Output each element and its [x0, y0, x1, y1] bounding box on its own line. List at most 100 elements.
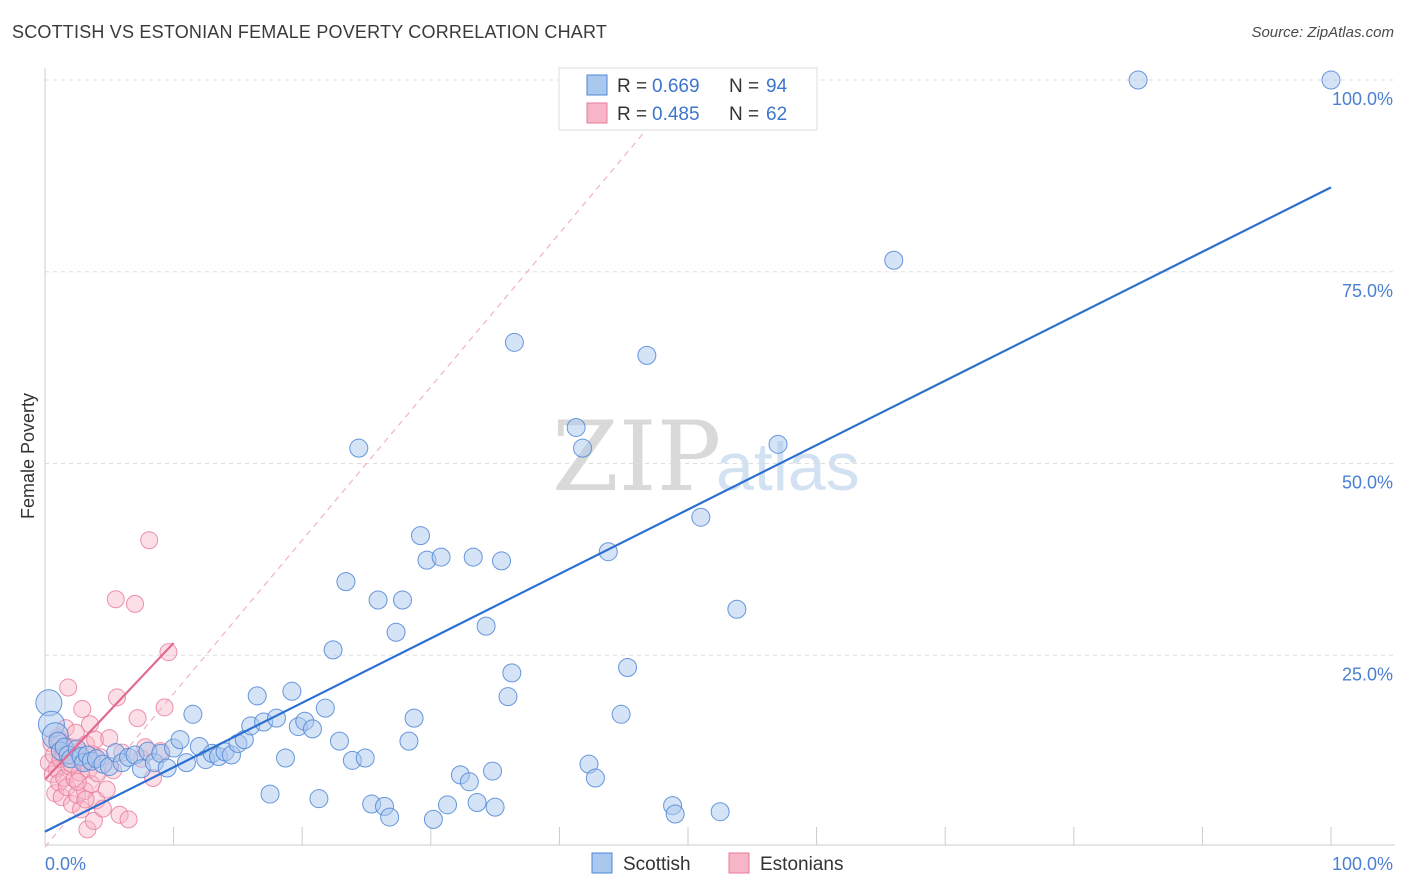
legend-n-label-1: N =: [729, 76, 759, 97]
correlation-legend: R = 0.669 N = 94 R = 0.485 N = 62: [558, 67, 818, 131]
scottish-point: [585, 768, 605, 788]
scottish-point: [309, 789, 329, 809]
scottish-point: [329, 731, 349, 751]
y-tick-label: 50.0%: [1342, 473, 1393, 493]
legend-swatch-estonian: [586, 102, 608, 124]
scottish-point: [411, 526, 431, 546]
legend-n-value-1: 94: [766, 76, 788, 97]
estonian-point: [119, 810, 138, 829]
scottish-point: [176, 753, 196, 773]
legend-swatch-scottish: [586, 74, 608, 96]
series-swatch-scottish: [591, 852, 613, 874]
estonian-point: [126, 594, 145, 613]
estonian-point: [159, 643, 178, 662]
y-tick-label: 25.0%: [1342, 664, 1393, 684]
scottish-point: [431, 547, 451, 567]
estonian-point: [84, 811, 103, 830]
watermark-atlas: atlas: [716, 429, 860, 505]
scottish-point: [260, 784, 280, 804]
series-swatch-estonian: [728, 852, 750, 874]
scottish-point: [566, 417, 586, 437]
scottish-point: [423, 809, 443, 829]
scottish-point: [502, 663, 522, 683]
estonian-point: [110, 805, 129, 824]
scottish-point: [504, 332, 524, 352]
y-tick-label: 100.0%: [1332, 89, 1393, 109]
scottish-point: [399, 731, 419, 751]
scottish-point: [1128, 70, 1148, 90]
legend-r-label-2: R =: [617, 104, 647, 125]
scottish-point: [183, 704, 203, 724]
scottish-point: [336, 572, 356, 592]
scottish-point: [467, 793, 487, 813]
scottish-point: [492, 551, 512, 571]
scottish-point: [282, 681, 302, 701]
estonian-point: [108, 688, 127, 707]
scottish-point: [380, 807, 400, 827]
estonian-trend-line: [44, 642, 175, 781]
scottish-point: [691, 507, 711, 527]
scottish-point: [463, 547, 483, 567]
scottish-point: [170, 730, 190, 750]
scottish-point: [476, 616, 496, 636]
scottish-point: [438, 795, 458, 815]
scottish-point: [302, 719, 322, 739]
reference-diagonal: [44, 79, 689, 848]
trend-layer: [44, 186, 1332, 833]
x-tick-label-min: 0.0%: [45, 854, 86, 874]
x-tick-label-max: 100.0%: [1332, 854, 1393, 874]
scottish-point: [349, 438, 369, 458]
scottish-point: [665, 804, 685, 824]
scottish-point: [710, 802, 730, 822]
estonian-point: [140, 531, 159, 550]
scottish-point: [404, 708, 424, 728]
scottish-point: [368, 590, 388, 610]
scottish-point: [618, 658, 638, 678]
estonian-point: [68, 772, 87, 791]
scottish-points: [35, 70, 1341, 829]
scottish-point: [315, 698, 335, 718]
scottish-point: [355, 748, 375, 768]
watermark-zip: ZIP: [552, 401, 721, 513]
estonian-point: [106, 590, 125, 609]
series-legend: Scottish Estonians: [591, 852, 843, 875]
legend-n-label-2: N =: [729, 104, 759, 125]
scottish-point: [768, 434, 788, 454]
y-tick-label: 75.0%: [1342, 281, 1393, 301]
scottish-point: [884, 250, 904, 270]
scottish-point: [498, 687, 518, 707]
scottish-point: [727, 599, 747, 619]
scottish-point: [483, 761, 503, 781]
tick-label-layer: 25.0% 50.0% 75.0% 100.0% 0.0% 100.0%: [45, 89, 1393, 874]
legend-r-value-1: 0.669: [652, 76, 700, 97]
estonian-points: [39, 531, 178, 839]
scottish-point: [1321, 70, 1341, 90]
scottish-point: [485, 797, 505, 817]
estonian-point: [76, 790, 95, 809]
scottish-point: [247, 686, 267, 706]
scottish-point: [637, 345, 657, 365]
estonian-point: [97, 780, 116, 799]
reference-line-layer: [44, 79, 689, 848]
estonian-point: [52, 788, 71, 807]
chart-source: Source: ZipAtlas.com: [1251, 24, 1394, 41]
estonian-point: [86, 730, 105, 749]
series-label-scottish: Scottish: [623, 854, 691, 875]
series-label-estonian: Estonians: [760, 854, 843, 875]
scottish-trend-line: [44, 186, 1332, 833]
chart-title: SCOTTISH VS ESTONIAN FEMALE POVERTY CORR…: [12, 22, 608, 42]
scottish-point: [573, 438, 593, 458]
y-axis-title: Female Poverty: [18, 393, 38, 519]
legend-r-label-1: R =: [617, 76, 647, 97]
estonian-point: [128, 709, 147, 728]
scottish-point: [386, 622, 406, 642]
estonian-point: [73, 699, 92, 718]
estonian-point: [63, 795, 82, 814]
scottish-point: [323, 640, 343, 660]
legend-n-value-2: 62: [766, 104, 787, 125]
estonian-point: [155, 698, 174, 717]
legend-r-value-2: 0.485: [652, 104, 700, 125]
estonian-point: [59, 678, 78, 697]
